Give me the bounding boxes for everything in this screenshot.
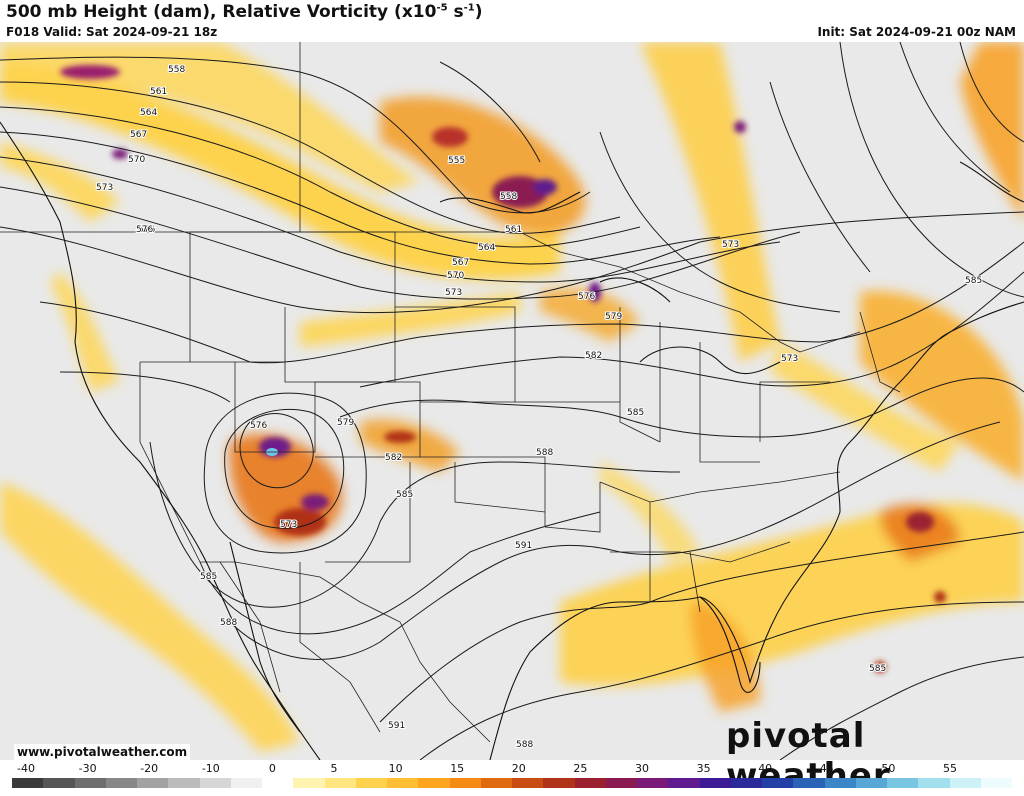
contour-label: 567	[452, 258, 469, 268]
contour-label: 585	[396, 490, 413, 500]
colorbar-swatch	[418, 778, 450, 788]
height-contours	[0, 42, 1024, 760]
contour-label: 588	[220, 618, 237, 628]
contour-label: 555	[448, 156, 465, 166]
contour-label: 591	[515, 541, 532, 551]
contour-label: 588	[536, 448, 553, 458]
contour-label: 582	[585, 351, 602, 361]
contour-labels: 558 561 564 567 570 573 576 555 558 561 …	[95, 64, 983, 751]
contour-label: 585	[965, 276, 982, 286]
colorbar-tick-label: 40	[758, 762, 773, 775]
colorbar-tick-label: 30	[635, 762, 649, 775]
colorbar-tick-label: 10	[388, 762, 403, 775]
contour-label: 576	[250, 421, 267, 431]
contour-label: 561	[505, 225, 522, 235]
contour-label: 567	[130, 130, 147, 140]
valid-time: F018 Valid: Sat 2024-09-21 18z	[6, 25, 218, 39]
contour-label: 570	[128, 155, 145, 165]
contour-label: 576	[136, 225, 153, 235]
vorticity-colorbar	[12, 778, 1012, 788]
coastlines	[0, 121, 1024, 760]
colorbar-tick-label: 25	[573, 762, 588, 775]
colorbar-tick-label: 50	[881, 762, 896, 775]
colorbar-swatch	[918, 778, 950, 788]
colorbar-swatch	[230, 778, 262, 788]
contour-label: 564	[478, 243, 495, 253]
colorbar-swatch	[387, 778, 419, 788]
contour-label: 558	[168, 65, 185, 75]
contour-label: 561	[150, 87, 167, 97]
colorbar-swatch	[824, 778, 856, 788]
colorbar-swatch	[730, 778, 762, 788]
colorbar-tick-label: -10	[201, 762, 220, 775]
colorbar-swatch	[574, 778, 606, 788]
colorbar-swatch	[168, 778, 200, 788]
contour-label: 564	[140, 108, 157, 118]
colorbar-swatch	[137, 778, 169, 788]
colorbar-swatch	[355, 778, 387, 788]
contour-label: 573	[445, 288, 462, 298]
colorbar-swatch	[543, 778, 575, 788]
colorbar-swatch	[199, 778, 231, 788]
brand-logo: pivotal weather	[726, 716, 891, 796]
init-time: Init: Sat 2024-09-21 00z NAM	[817, 25, 1016, 39]
colorbar-tick-label: -40	[17, 762, 35, 775]
colorbar-swatch	[262, 778, 294, 788]
contour-label: 591	[388, 721, 405, 731]
colorbar-tick-labels: -40 -30 -20 -10 0 5 10 15 20 25 30 35 40 45 50 55	[0, 762, 1024, 776]
contour-label: 585	[200, 572, 217, 582]
contour-label: 573	[280, 520, 297, 530]
colorbar-swatch	[293, 778, 325, 788]
contour-label: 579	[337, 418, 354, 428]
contour-label: 573	[96, 183, 113, 193]
colorbar-tick-label: 45	[819, 762, 834, 775]
colorbar-tick-label: 0	[268, 762, 276, 775]
colorbar-tick-label: 55	[943, 762, 957, 775]
colorbar-tick-label: 20	[511, 762, 526, 775]
colorbar-tick-label: 35	[696, 762, 711, 775]
colorbar-tick-label: -30	[78, 762, 97, 775]
website-credit: www.pivotalweather.com	[14, 744, 191, 760]
colorbar-swatch	[762, 778, 794, 788]
vorticity-maxima	[60, 65, 946, 673]
contour-label: 585	[627, 408, 644, 418]
contour-label: 573	[722, 240, 739, 250]
contour-label: 579	[605, 312, 622, 322]
contour-label: 573	[781, 354, 798, 364]
contour-label: 585	[869, 664, 886, 674]
colorbar-swatch	[668, 778, 700, 788]
colorbar-swatch	[12, 778, 44, 788]
chart-title: 500 mb Height (dam), Relative Vorticity …	[6, 2, 483, 22]
map-header: 500 mb Height (dam), Relative Vorticity …	[0, 0, 1024, 42]
colorbar-swatch	[324, 778, 356, 788]
contour-label: 588	[516, 740, 533, 750]
contour-label: 576	[138, 225, 155, 235]
colorbar-swatch	[887, 778, 919, 788]
colorbar-swatch	[43, 778, 75, 788]
contour-label: 576	[578, 292, 595, 302]
colorbar-swatch	[449, 778, 481, 788]
colorbar-swatch	[980, 778, 1012, 788]
colorbar-tick-label: 15	[450, 762, 465, 775]
colorbar-swatch	[855, 778, 887, 788]
colorbar-swatch	[793, 778, 825, 788]
forecast-map: 558 561 564 567 570 573 576 555 558 561 …	[0, 42, 1024, 760]
colorbar-swatch	[699, 778, 731, 788]
contour-label: 582	[385, 453, 402, 463]
contour-label: 570	[447, 271, 464, 281]
colorbar-swatch	[637, 778, 669, 788]
colorbar-swatch	[605, 778, 637, 788]
colorbar-tick-label: -20	[140, 762, 159, 775]
colorbar-tick-label: 5	[330, 762, 338, 775]
colorbar-swatch	[105, 778, 137, 788]
colorbar-swatch	[74, 778, 106, 788]
map-canvas: 558 561 564 567 570 573 576 555 558 561 …	[0, 42, 1024, 760]
colorbar-swatch	[480, 778, 512, 788]
colorbar-swatch	[512, 778, 544, 788]
colorbar-swatch	[949, 778, 981, 788]
contour-label: 558	[500, 192, 517, 202]
